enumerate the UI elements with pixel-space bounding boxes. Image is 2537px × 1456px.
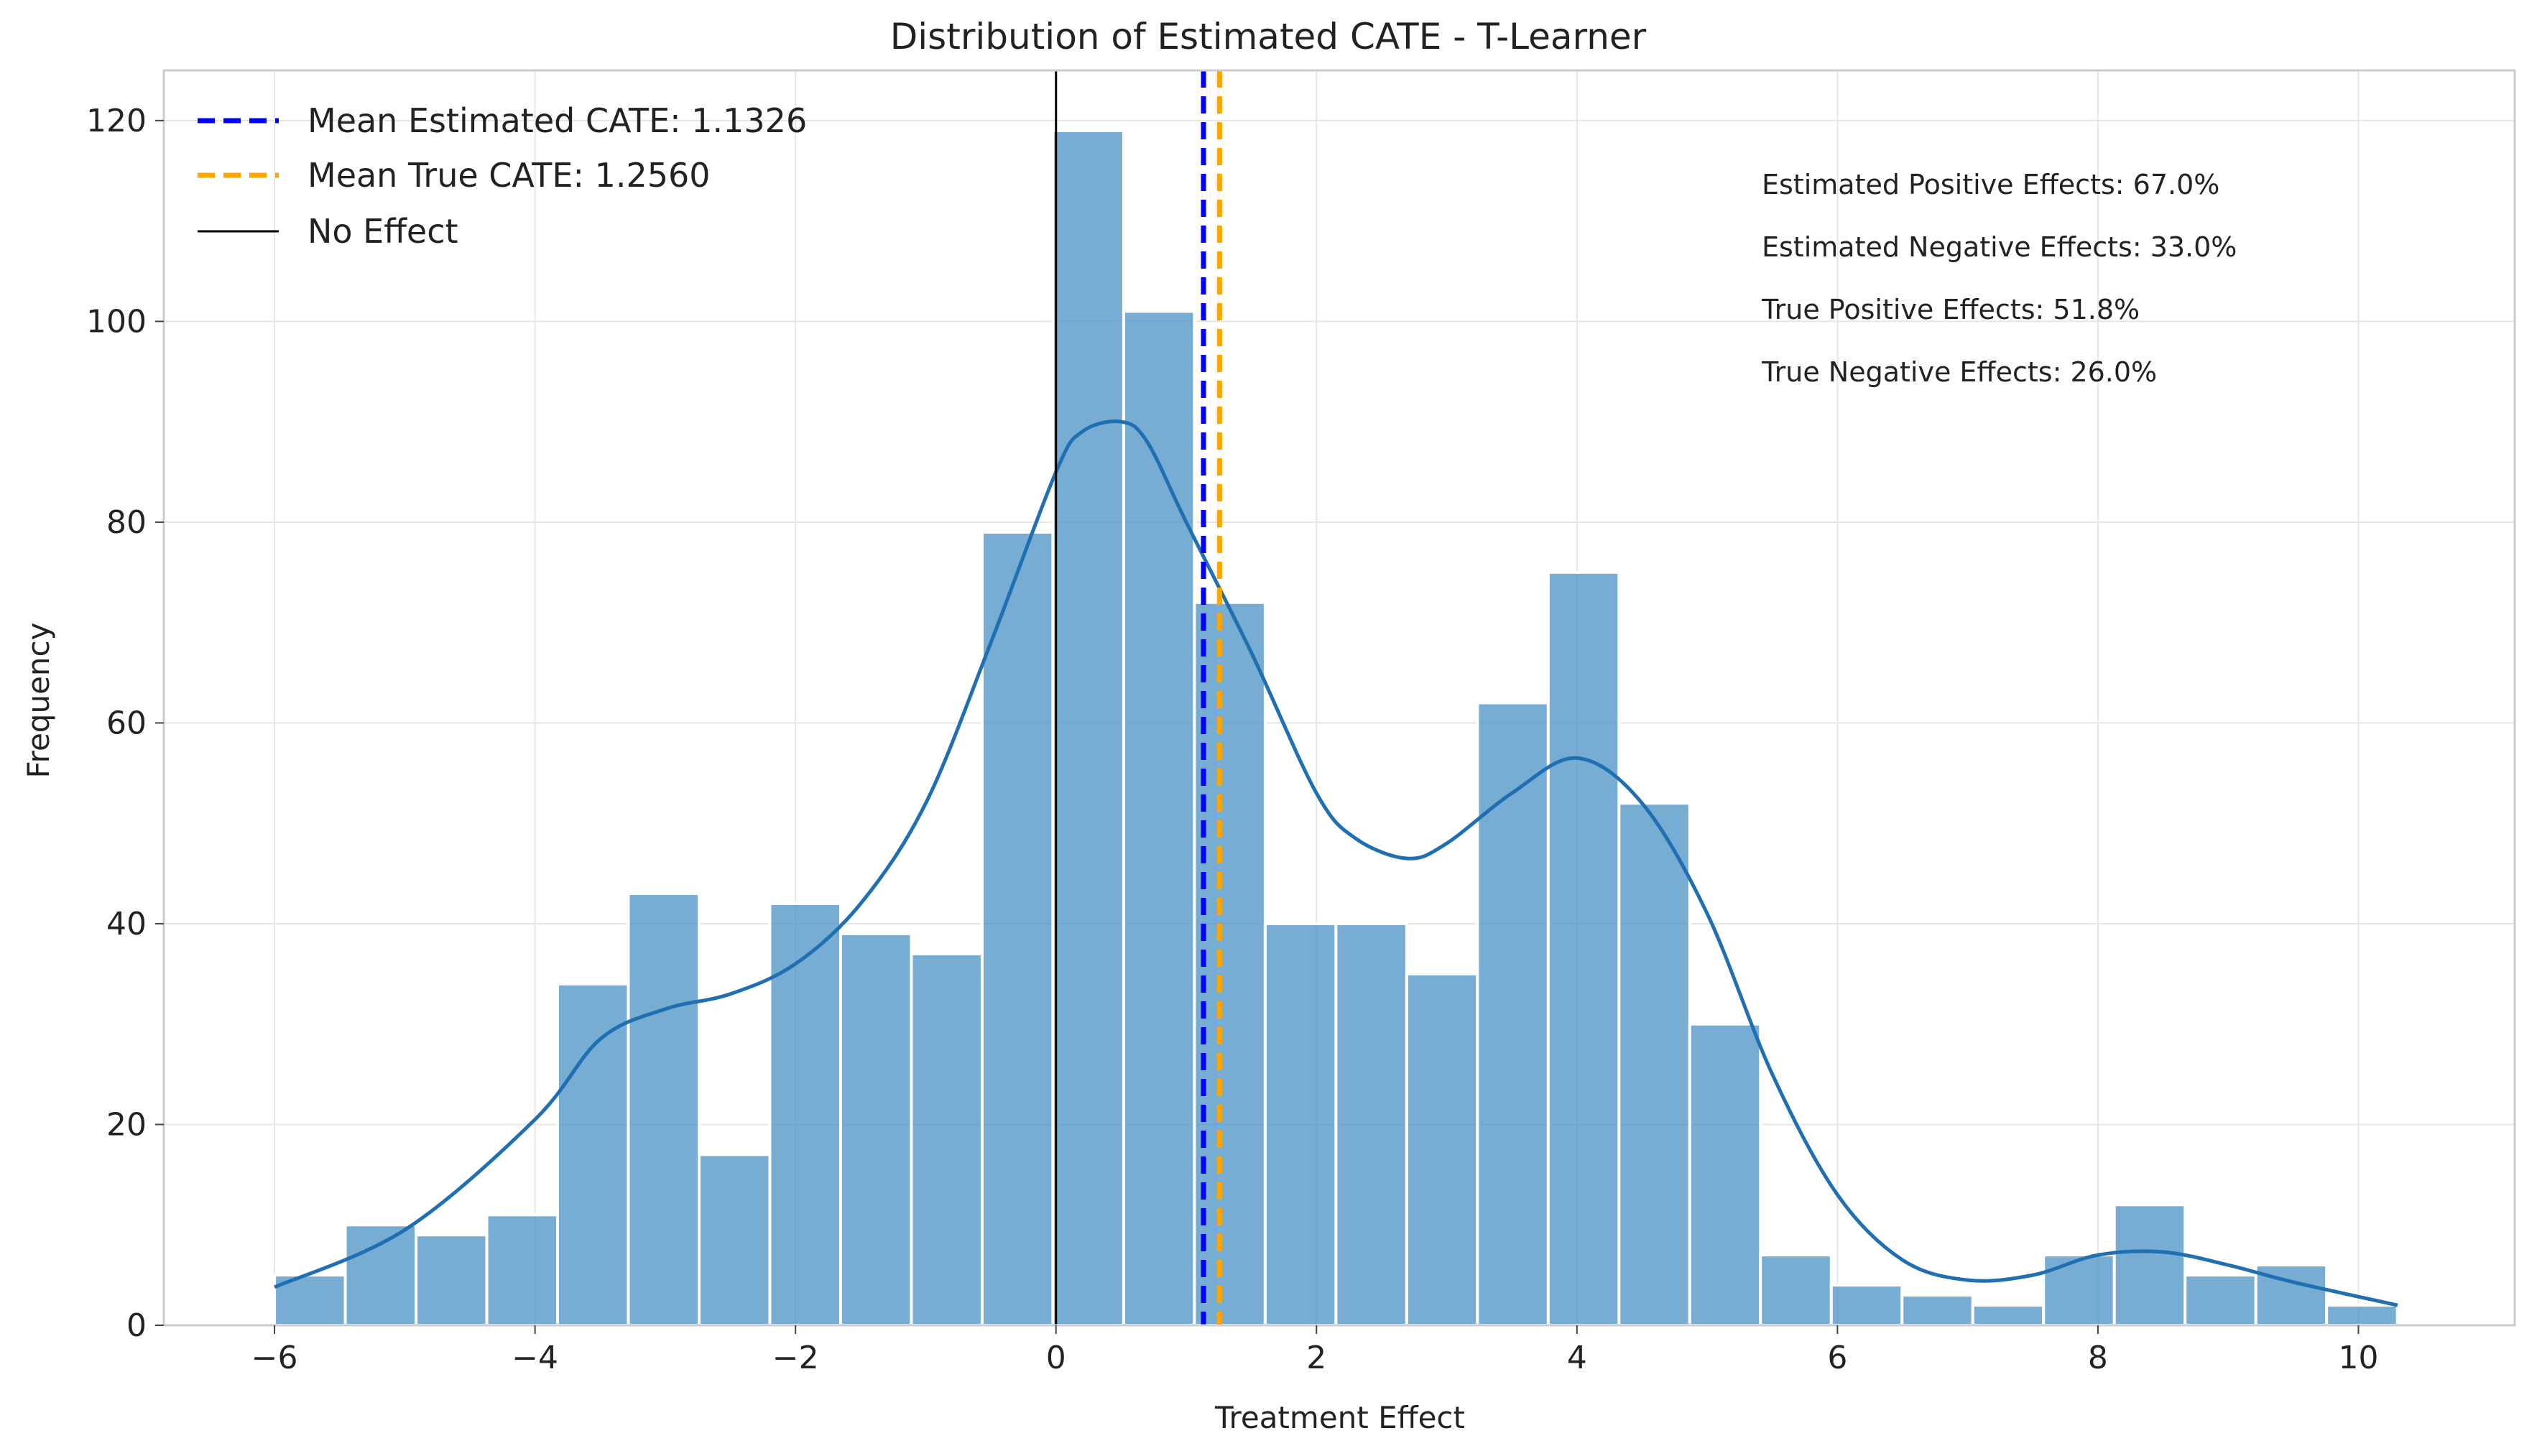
x-tick-label: 2 <box>1306 1340 1326 1376</box>
y-tick-label: 20 <box>106 1106 147 1143</box>
histogram-bar <box>2184 1274 2258 1327</box>
histogram-bar <box>1617 802 1691 1327</box>
kde-curve-group <box>274 419 2398 1307</box>
histogram-bar <box>2325 1304 2399 1327</box>
y-tick-label: 60 <box>106 705 147 741</box>
stat-estimated-negative: Estimated Negative Effects: 33.0% <box>1762 231 2237 263</box>
effect-statistics: Estimated Positive Effects: 67.0% Estima… <box>1761 169 2237 388</box>
stat-true-negative: True Negative Effects: 26.0% <box>1761 356 2157 388</box>
histogram-bar <box>343 1223 418 1327</box>
y-tick-label: 120 <box>86 103 147 139</box>
histogram-bar <box>1334 922 1408 1327</box>
x-tick-label: 10 <box>2338 1340 2378 1376</box>
y-tick-label: 100 <box>86 303 147 340</box>
y-axis-label: Frequency <box>21 623 56 779</box>
histogram-bar <box>1971 1304 2046 1327</box>
legend-label-mean-estimated: Mean Estimated CATE: 1.1326 <box>308 101 807 140</box>
histogram-bar <box>1546 570 1621 1327</box>
histogram-bars <box>273 129 2399 1327</box>
y-tick-label: 80 <box>106 504 147 541</box>
histogram-bar <box>1829 1284 1904 1327</box>
histogram-bar <box>2042 1253 2116 1327</box>
legend-label-mean-true: Mean True CATE: 1.2560 <box>308 156 711 195</box>
histogram-bar <box>1051 129 1125 1327</box>
histogram-bar <box>1688 1022 1762 1327</box>
histogram-bar <box>415 1233 489 1327</box>
legend: Mean Estimated CATE: 1.1326 Mean True CA… <box>198 101 807 251</box>
histogram-bar <box>1405 972 1479 1327</box>
histogram-bar <box>838 932 913 1327</box>
x-tick-label: 6 <box>1827 1340 1847 1376</box>
histogram-bar <box>1193 601 1267 1327</box>
plot-frame <box>162 69 2516 1327</box>
histogram-bar <box>1900 1294 1974 1327</box>
stat-true-positive: True Positive Effects: 51.8% <box>1761 294 2140 325</box>
x-axis-label: Treatment Effect <box>1214 1400 1465 1435</box>
y-tick-label: 40 <box>106 906 147 942</box>
histogram-bar <box>627 892 701 1327</box>
legend-label-no-effect: No Effect <box>308 212 458 251</box>
x-tick-label: 0 <box>1046 1340 1066 1376</box>
x-tick-label: −4 <box>512 1340 558 1376</box>
x-tick-label: −2 <box>772 1340 819 1376</box>
histogram-bar <box>1476 701 1550 1327</box>
stat-estimated-positive: Estimated Positive Effects: 67.0% <box>1762 169 2219 200</box>
histogram-bar <box>1759 1253 1833 1327</box>
x-tick-label: −6 <box>251 1340 298 1376</box>
histogram-bar <box>485 1213 560 1327</box>
kde-curve <box>274 419 2398 1307</box>
x-tick-label: 8 <box>2088 1340 2108 1376</box>
histogram-bar <box>698 1153 772 1327</box>
y-tick-label: 0 <box>126 1307 147 1344</box>
chart-title: Distribution of Estimated CATE - T-Learn… <box>890 16 1647 57</box>
histogram-bar <box>556 982 630 1327</box>
reference-lines <box>1055 70 1222 1325</box>
histogram-bar <box>980 530 1055 1327</box>
histogram-bar <box>768 902 842 1327</box>
histogram-bar <box>1263 922 1338 1327</box>
x-tick-label: 4 <box>1567 1340 1587 1376</box>
histogram-bar <box>910 952 984 1327</box>
histogram-bar <box>2112 1203 2187 1327</box>
